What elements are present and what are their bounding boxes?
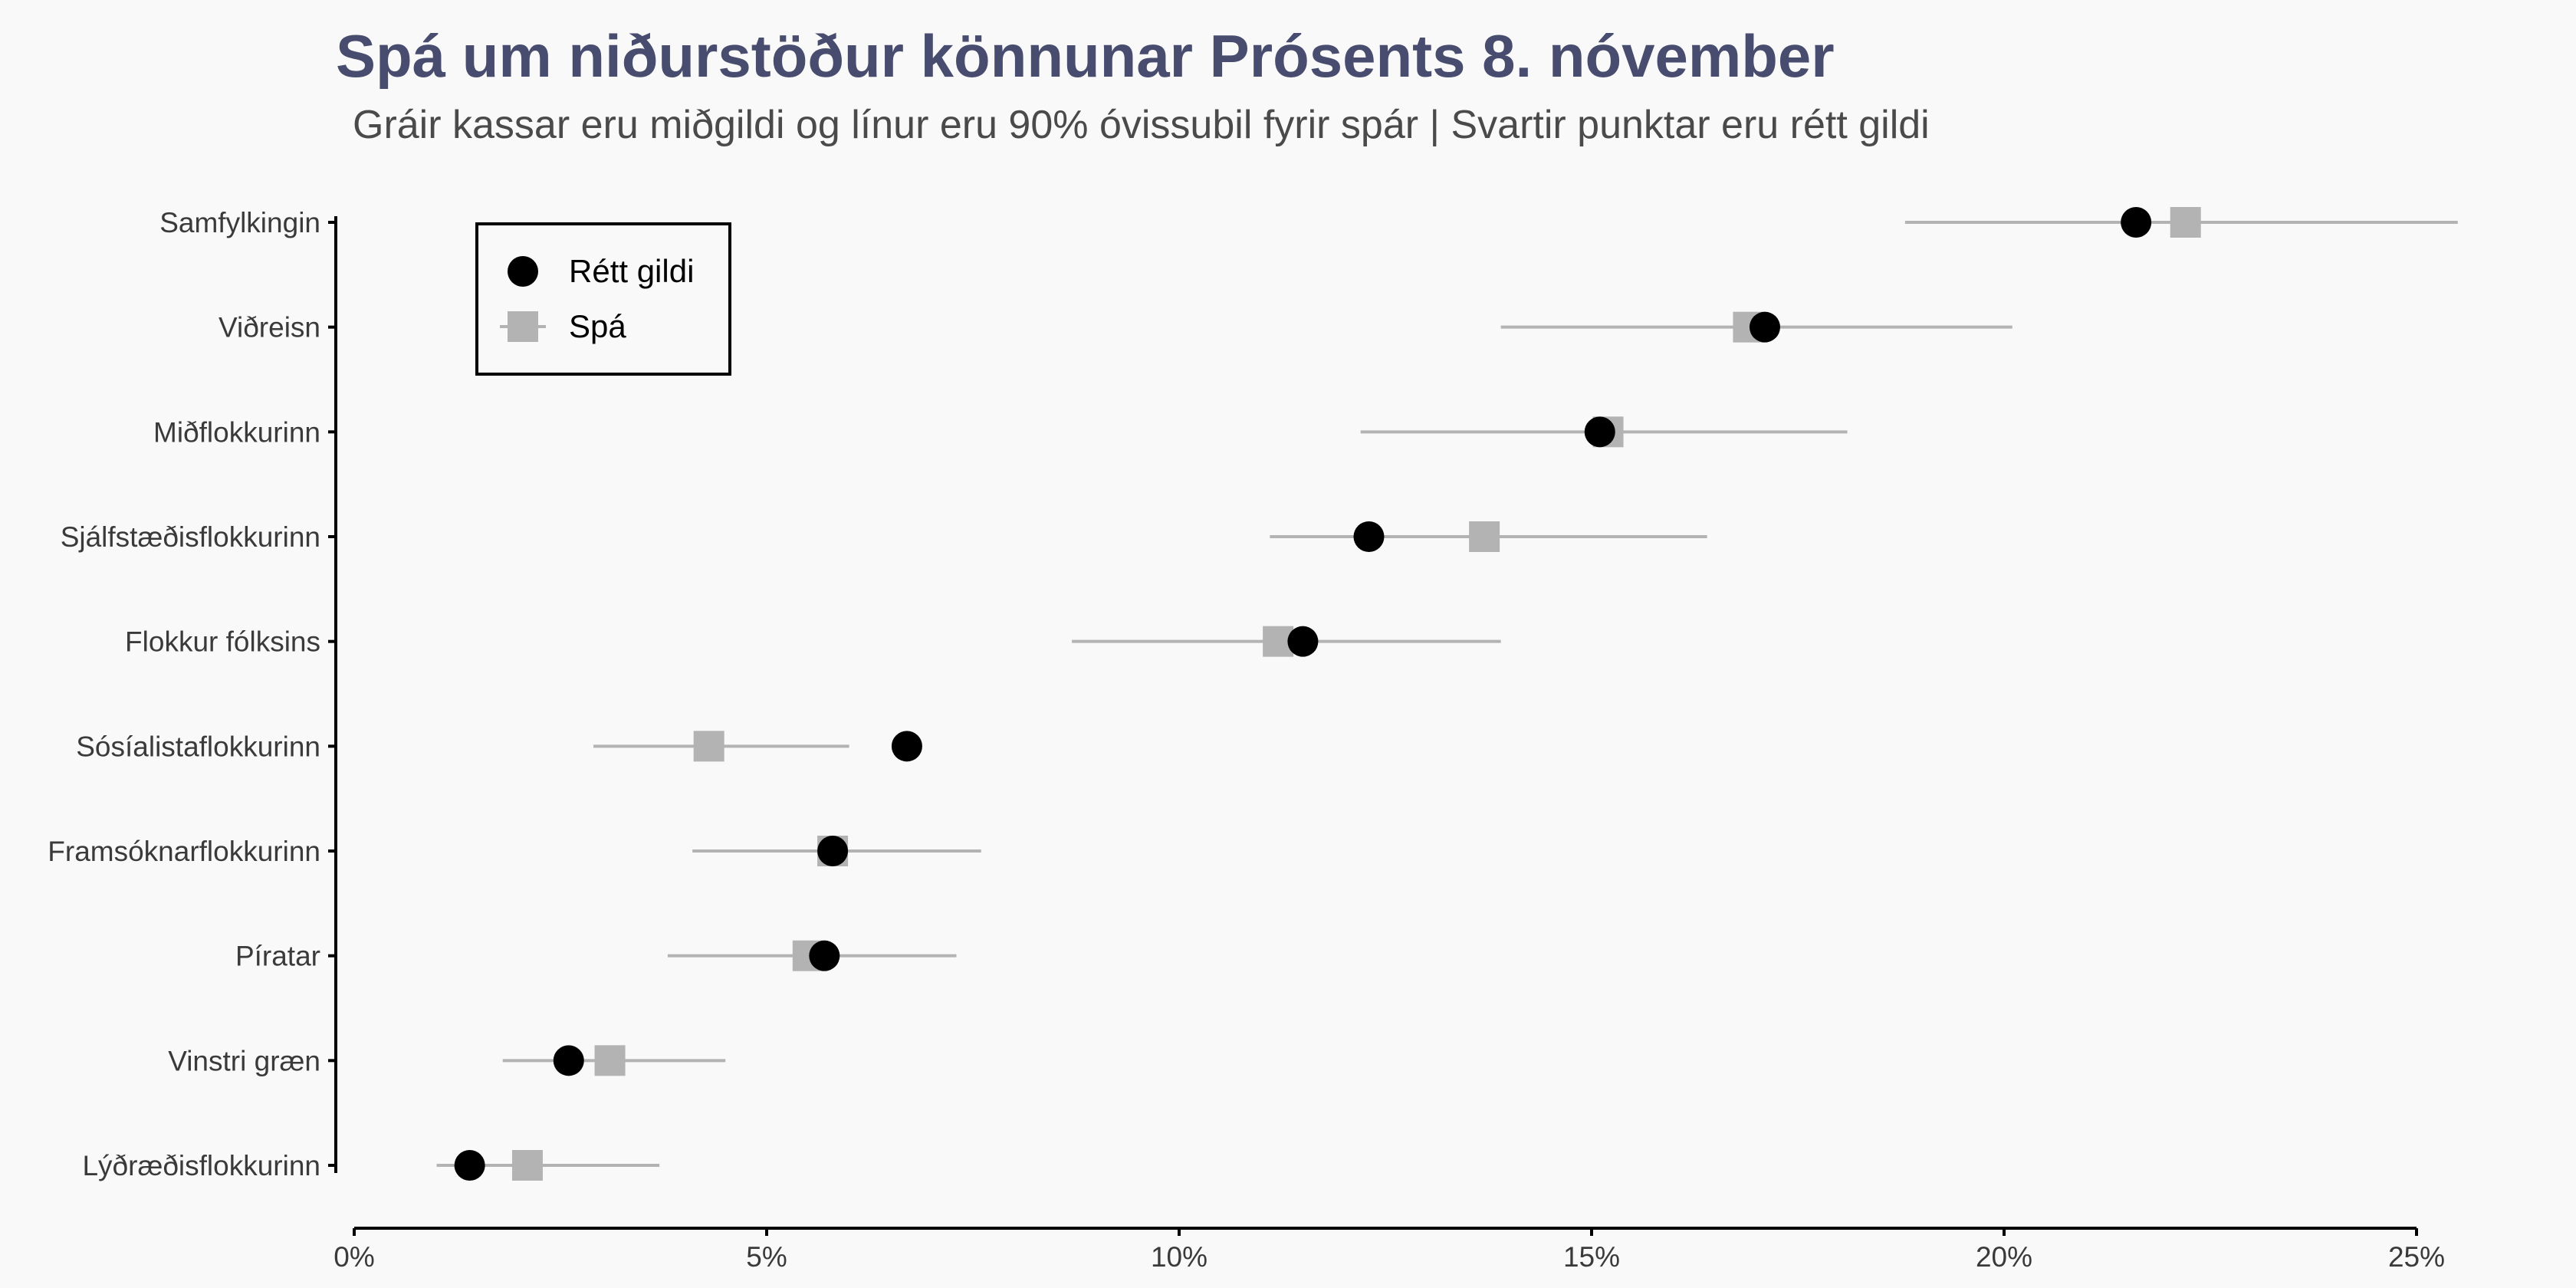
actual-point: [1287, 626, 1319, 657]
y-tick-label: Viðreisn: [219, 312, 320, 343]
actual-point: [2121, 207, 2152, 238]
x-tick-label: 5%: [746, 1241, 787, 1273]
y-tick-label: Flokkur fólksins: [125, 626, 320, 658]
actual-point: [1749, 311, 1780, 343]
chart-subtitle: Gráir kassar eru miðgildi og línur eru 9…: [353, 103, 1930, 147]
x-tick-label: 25%: [2388, 1241, 2445, 1273]
actual-point: [1353, 521, 1385, 552]
y-tick-label: Framsóknarflokkurinn: [48, 836, 320, 867]
y-tick-label: Lýðræðisflokkurinn: [82, 1150, 320, 1181]
forecast-point: [2170, 207, 2201, 238]
actual-point: [817, 836, 849, 866]
forecast-point: [594, 1045, 626, 1076]
actual-point: [891, 731, 922, 762]
y-tick-label: Miðflokkurinn: [153, 416, 320, 448]
actual-point: [1584, 416, 1615, 448]
chart-title: Spá um niðurstöður könnunar Prósents 8. …: [336, 22, 1835, 90]
legend-square-icon: [508, 311, 538, 342]
x-axis-ticks: 0% 5% 10% 15% 20% 25%: [334, 1228, 2445, 1273]
y-axis-labels: Samfylkingin Viðreisn Miðflokkurinn Sjálfst…: [48, 207, 336, 1181]
x-tick-label: 10%: [1151, 1241, 1208, 1273]
y-tick-label: Sjálfstæðisflokkurinn: [61, 521, 320, 553]
actual-point: [454, 1150, 485, 1181]
forecast-point: [1469, 521, 1500, 552]
legend-label-forecast: Spá: [569, 308, 626, 344]
legend-box: [475, 222, 731, 376]
legend-circle-icon: [508, 256, 538, 287]
y-tick-label: Sósíalistaflokkurinn: [76, 731, 320, 762]
legend-label-actual: Rétt gildi: [569, 253, 694, 289]
data-marks: [436, 207, 2458, 1181]
x-tick-label: 0%: [334, 1241, 374, 1273]
legend: Rétt gildi Spá: [475, 222, 731, 376]
actual-point: [809, 940, 840, 971]
y-tick-label: Píratar: [235, 941, 320, 972]
y-tick-label: Samfylkingin: [159, 207, 320, 238]
x-tick-label: 15%: [1563, 1241, 1620, 1273]
forecast-point: [693, 731, 724, 762]
x-tick-label: 20%: [1976, 1241, 2032, 1273]
y-tick-label: Vinstri græn: [168, 1045, 320, 1076]
forecast-point: [511, 1150, 543, 1181]
actual-point: [553, 1045, 584, 1076]
